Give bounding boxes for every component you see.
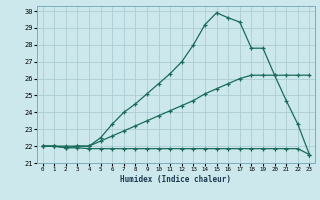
X-axis label: Humidex (Indice chaleur): Humidex (Indice chaleur): [121, 175, 231, 184]
